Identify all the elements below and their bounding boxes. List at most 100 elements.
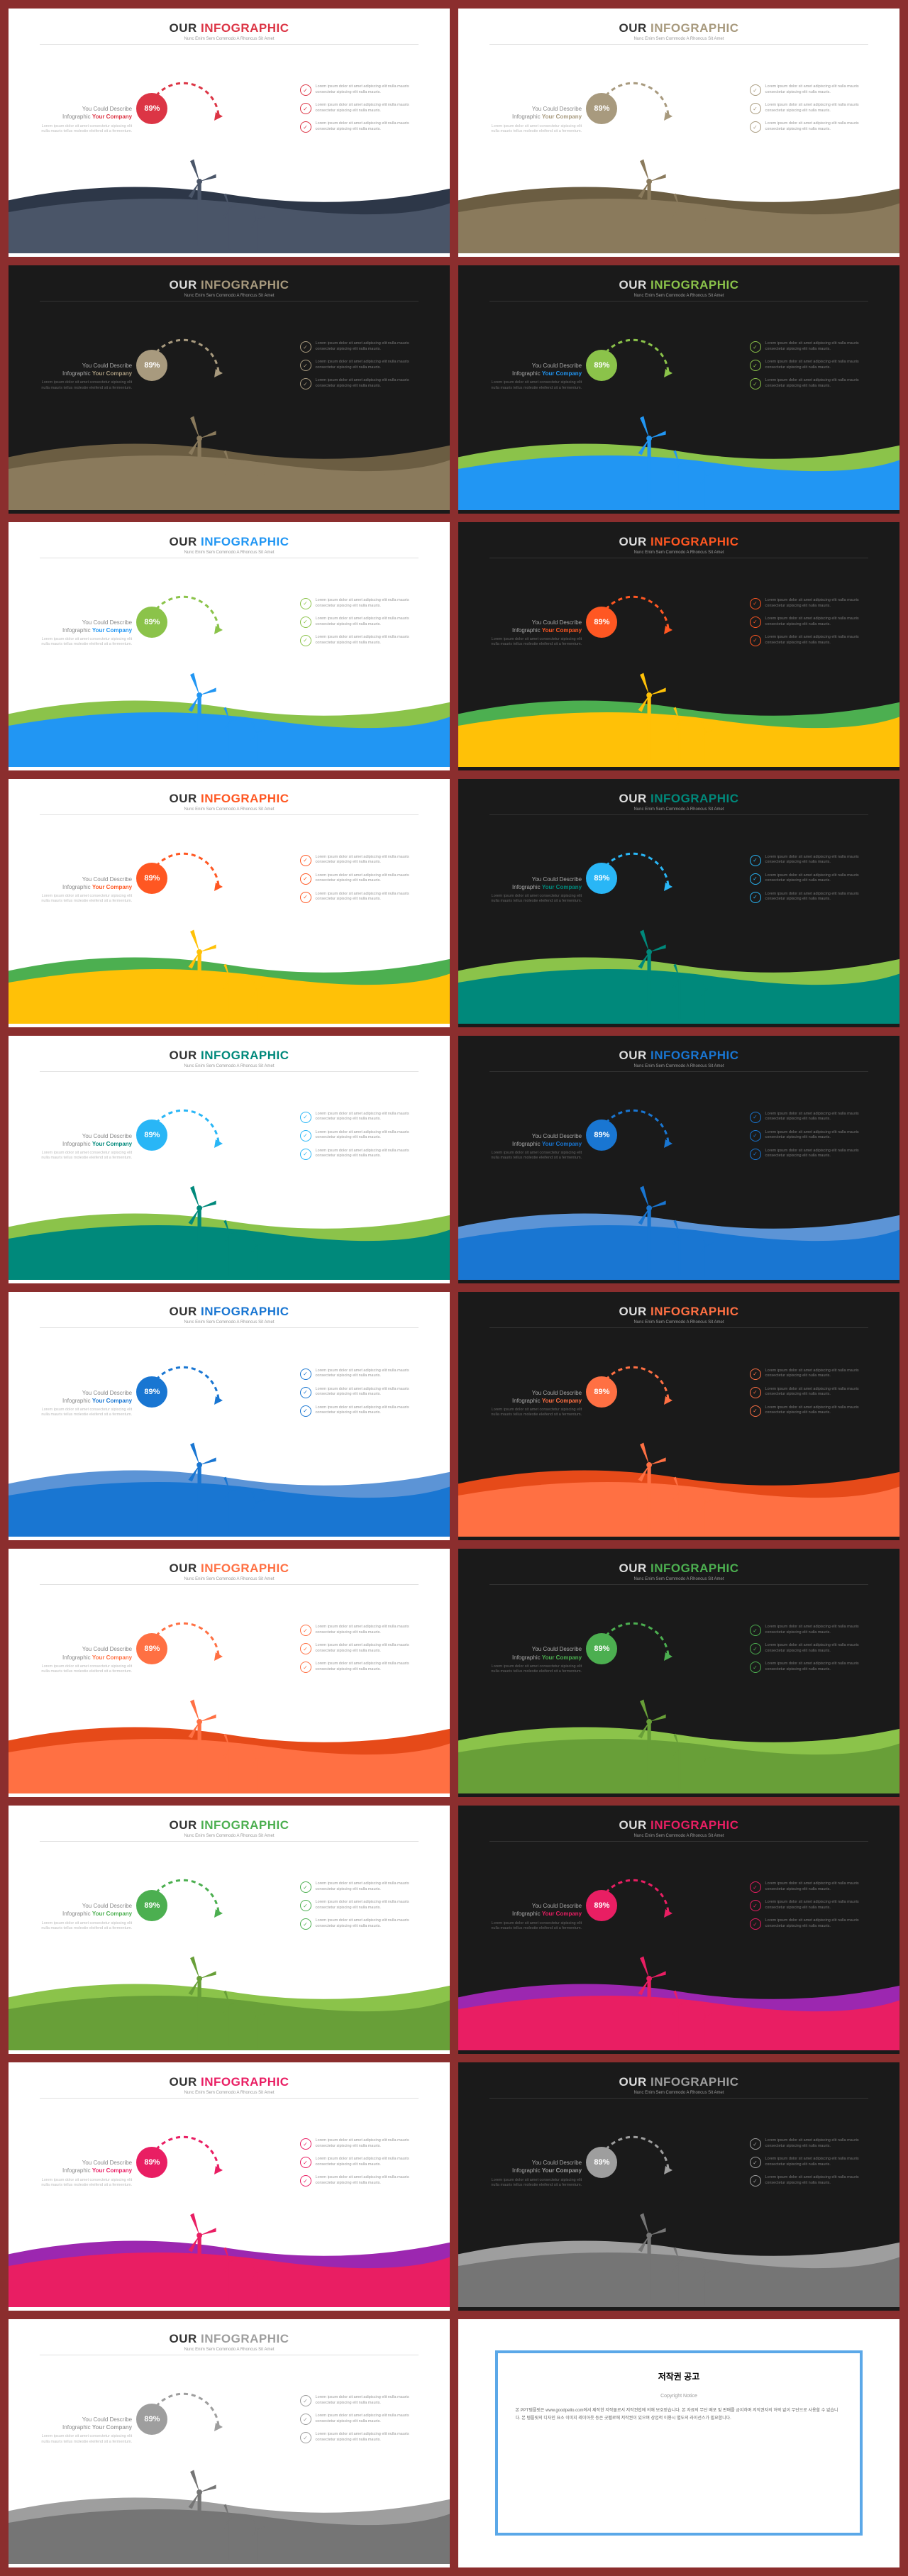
turbine-medium: [668, 1469, 692, 1537]
desc-body: Lorem ipsum dolor sit amet consectetur s…: [485, 124, 582, 134]
title-our: OUR: [619, 2075, 646, 2089]
bullet-text: Lorem ipsum dolor sit amet adipiscing el…: [316, 1918, 423, 1930]
desc-line1: You Could Describe: [35, 2416, 132, 2423]
bullet-item: ✓ Lorem ipsum dolor sit amet adipiscing …: [300, 341, 423, 353]
turbine-small: [247, 2514, 265, 2564]
desc-line1: You Could Describe: [485, 105, 582, 113]
infographic-slide: OUR INFOGRAPHIC Nunc Enim Sem Commodo A …: [458, 522, 899, 770]
bullet-text: Lorem ipsum dolor sit amet adipiscing el…: [765, 1881, 873, 1893]
check-icon: ✓: [750, 1900, 761, 1911]
wind-turbines: [154, 2416, 287, 2564]
slide-content: You Could Describe Infographic Your Comp…: [458, 1075, 899, 1281]
bullet-text: Lorem ipsum dolor sit amet adipiscing el…: [765, 1918, 873, 1930]
bullet-list: ✓ Lorem ipsum dolor sit amet adipiscing …: [750, 1881, 873, 1937]
description-block: You Could Describe Infographic Your Comp…: [485, 1645, 582, 1674]
bullet-item: ✓ Lorem ipsum dolor sit amet adipiscing …: [750, 1918, 873, 1930]
wind-turbines: [604, 2159, 736, 2307]
bullet-item: ✓ Lorem ipsum dolor sit amet adipiscing …: [300, 873, 423, 885]
infographic-slide: OUR INFOGRAPHIC Nunc Enim Sem Commodo A …: [9, 779, 450, 1027]
bullet-item: ✓ Lorem ipsum dolor sit amet adipiscing …: [300, 2414, 423, 2425]
slide-title: OUR INFOGRAPHIC: [458, 278, 899, 292]
check-icon: ✓: [750, 873, 761, 885]
slide-subtitle: Nunc Enim Sem Commodo A Rhoncus Sit Amet: [458, 1577, 899, 1581]
bullet-item: ✓ Lorem ipsum dolor sit amet adipiscing …: [750, 2157, 873, 2168]
turbine-medium: [218, 443, 242, 510]
slide-content: You Could Describe Infographic Your Comp…: [458, 561, 899, 767]
check-icon: ✓: [750, 341, 761, 353]
desc-line2: Infographic Your Company: [35, 370, 132, 377]
bullet-list: ✓ Lorem ipsum dolor sit amet adipiscing …: [300, 598, 423, 653]
bullet-item: ✓ Lorem ipsum dolor sit amet adipiscing …: [300, 892, 423, 903]
slide-title: OUR INFOGRAPHIC: [9, 1305, 450, 1319]
bullet-list: ✓ Lorem ipsum dolor sit amet adipiscing …: [750, 341, 873, 397]
turbine-small: [697, 1230, 715, 1280]
slide-header: OUR INFOGRAPHIC Nunc Enim Sem Commodo A …: [458, 1806, 899, 1845]
check-icon: ✓: [300, 103, 311, 114]
bullet-item: ✓ Lorem ipsum dolor sit amet adipiscing …: [750, 1881, 873, 1893]
wind-turbines: [154, 362, 287, 510]
check-icon: ✓: [750, 84, 761, 96]
bullet-item: ✓ Lorem ipsum dolor sit amet adipiscing …: [300, 1881, 423, 1893]
check-icon: ✓: [300, 598, 311, 609]
title-infographic: INFOGRAPHIC: [650, 1818, 739, 1832]
bullet-item: ✓ Lorem ipsum dolor sit amet adipiscing …: [300, 855, 423, 866]
title-our: OUR: [619, 21, 646, 35]
title-our: OUR: [169, 1049, 196, 1062]
slide-title: OUR INFOGRAPHIC: [458, 1049, 899, 1063]
bullet-list: ✓ Lorem ipsum dolor sit amet adipiscing …: [750, 855, 873, 910]
copyright-body: 본 PPT템플릿은 www.goodpello.com에서 제작한 저작물로서 …: [515, 2407, 842, 2423]
title-infographic: INFOGRAPHIC: [201, 1818, 289, 1832]
turbine-small: [247, 974, 265, 1024]
bullet-list: ✓ Lorem ipsum dolor sit amet adipiscing …: [300, 2138, 423, 2194]
header-divider: [40, 2098, 419, 2099]
turbine-medium: [668, 1726, 692, 1793]
check-icon: ✓: [750, 1112, 761, 1123]
turbine-small: [697, 974, 715, 1024]
desc-line2: Infographic Your Company: [485, 2167, 582, 2174]
desc-body: Lorem ipsum dolor sit amet consectetur s…: [35, 894, 132, 904]
bullet-item: ✓ Lorem ipsum dolor sit amet adipiscing …: [300, 1662, 423, 1673]
turbine-medium: [218, 186, 242, 253]
bullet-item: ✓ Lorem ipsum dolor sit amet adipiscing …: [300, 635, 423, 646]
turbine-large: [181, 1173, 218, 1280]
infographic-slide: OUR INFOGRAPHIC Nunc Enim Sem Commodo A …: [458, 1806, 899, 2054]
slide-content: You Could Describe Infographic Your Comp…: [458, 304, 899, 510]
turbine-large: [181, 2201, 218, 2307]
bullet-item: ✓ Lorem ipsum dolor sit amet adipiscing …: [750, 1405, 873, 1417]
bullet-list: ✓ Lorem ipsum dolor sit amet adipiscing …: [750, 84, 873, 140]
slide-header: OUR INFOGRAPHIC Nunc Enim Sem Commodo A …: [458, 779, 899, 818]
bullet-text: Lorem ipsum dolor sit amet adipiscing el…: [316, 103, 423, 114]
turbine-medium: [218, 1726, 242, 1793]
check-icon: ✓: [750, 360, 761, 371]
check-icon: ✓: [300, 2414, 311, 2425]
bullet-text: Lorem ipsum dolor sit amet adipiscing el…: [316, 1369, 423, 1380]
description-block: You Could Describe Infographic Your Comp…: [485, 875, 582, 905]
turbine-large: [631, 1430, 668, 1537]
bullet-item: ✓ Lorem ipsum dolor sit amet adipiscing …: [750, 1130, 873, 1141]
desc-line1: You Could Describe: [35, 105, 132, 113]
bullet-text: Lorem ipsum dolor sit amet adipiscing el…: [765, 341, 873, 353]
description-block: You Could Describe Infographic Your Comp…: [35, 875, 132, 905]
bullet-item: ✓ Lorem ipsum dolor sit amet adipiscing …: [750, 378, 873, 389]
bullet-text: Lorem ipsum dolor sit amet adipiscing el…: [316, 1112, 423, 1123]
check-icon: ✓: [300, 84, 311, 96]
slide-header: OUR INFOGRAPHIC Nunc Enim Sem Commodo A …: [9, 9, 450, 48]
bullet-item: ✓ Lorem ipsum dolor sit amet adipiscing …: [300, 84, 423, 96]
title-infographic: INFOGRAPHIC: [201, 21, 289, 35]
check-icon: ✓: [300, 2157, 311, 2168]
slide-title: OUR INFOGRAPHIC: [9, 1818, 450, 1833]
title-our: OUR: [169, 21, 196, 35]
check-icon: ✓: [300, 1900, 311, 1911]
bullet-list: ✓ Lorem ipsum dolor sit amet adipiscing …: [750, 1625, 873, 1680]
desc-line2: Infographic Your Company: [35, 1910, 132, 1918]
bullet-list: ✓ Lorem ipsum dolor sit amet adipiscing …: [300, 1625, 423, 1680]
title-infographic: INFOGRAPHIC: [650, 1049, 739, 1062]
bullet-text: Lorem ipsum dolor sit amet adipiscing el…: [765, 103, 873, 114]
desc-body: Lorem ipsum dolor sit amet consectetur s…: [485, 2178, 582, 2188]
description-block: You Could Describe Infographic Your Comp…: [35, 1902, 132, 1931]
slide-header: OUR INFOGRAPHIC Nunc Enim Sem Commodo A …: [9, 1549, 450, 1588]
desc-line1: You Could Describe: [35, 1902, 132, 1910]
header-divider: [489, 1327, 869, 1328]
title-our: OUR: [619, 1305, 646, 1318]
bullet-item: ✓ Lorem ipsum dolor sit amet adipiscing …: [750, 892, 873, 903]
